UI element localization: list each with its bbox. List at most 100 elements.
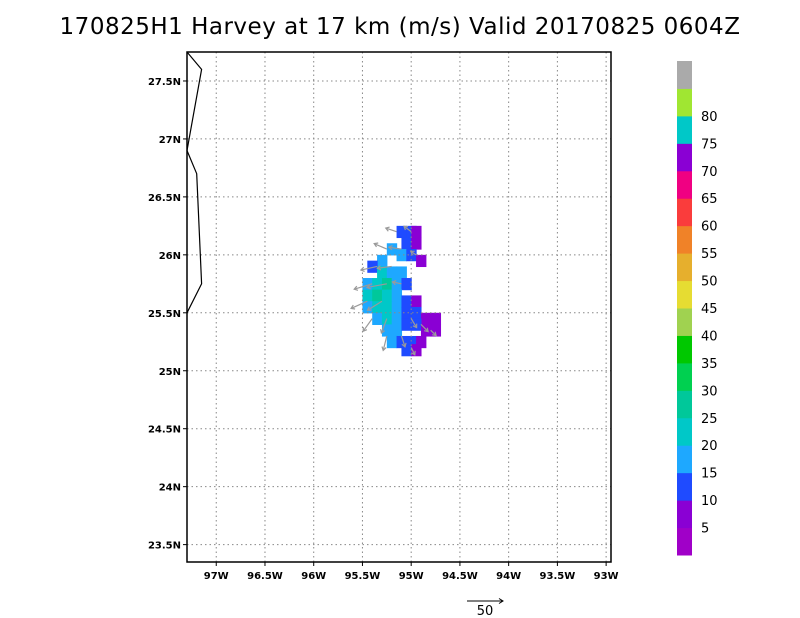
wind-vector [380,318,388,334]
wind-cell [396,335,407,349]
colorbar-swatch [677,527,692,556]
wind-cell [406,335,417,349]
colorbar-label: 20 [701,439,718,454]
wind-cell [430,312,442,325]
reference-vector-head [498,598,504,604]
wind-cell [396,266,407,279]
coastline-line [186,51,203,314]
wind-cell [430,324,442,337]
wind-vector-head [359,266,365,272]
wind-cell [381,289,393,302]
wind-cell [386,266,398,279]
wind-vector-head [380,328,385,335]
wind-vector [410,318,418,328]
wind-cell [391,324,403,337]
wind-vector [350,300,368,309]
wind-cell [391,278,403,291]
colorbar-swatch [677,115,692,144]
wind-cell [381,324,393,337]
wind-cell [411,307,422,320]
wind-cell [362,289,373,302]
wind-cell [401,237,412,250]
lon-label: 95W [399,571,424,582]
colorbar-label: 35 [701,357,718,372]
colorbar-swatch [677,198,692,227]
colorbar-swatch [677,88,692,117]
colorbar-label: 5 [701,522,709,537]
wind-cell [420,324,432,337]
wind-cell [401,344,412,357]
lat-label: 24N [159,483,181,494]
colorbar-label: 45 [701,302,718,317]
wind-cell [420,312,432,325]
wind-vector [367,300,383,311]
wind-vector [373,243,388,250]
wind-vector-head [412,323,418,329]
wind-vector-head [387,245,393,251]
wind-vector [430,329,437,337]
wind-vector-head [409,250,415,256]
lat-lon-grid [187,52,611,562]
wind-speed-field [362,225,442,357]
wind-cell [411,225,422,239]
wind-vector-head [350,304,356,310]
wind-vector [420,323,429,333]
wind-cell [381,278,393,291]
wind-vector [400,335,406,347]
wind-vector [385,227,397,233]
wind-vectors [350,225,437,356]
colorbar-label: 25 [701,412,718,427]
wind-vector-head [353,285,359,291]
coastline [186,51,203,314]
colorbar-swatch [677,500,692,529]
wind-cell [367,260,378,273]
colorbar-swatch [677,280,692,309]
colorbar-label: 50 [701,275,718,290]
wind-cell [391,289,403,302]
colorbar-label: 65 [701,192,718,207]
wind-cell [411,295,422,308]
lat-label: 26N [159,251,181,262]
lat-label: 27.5N [148,77,181,88]
wind-cell [401,295,412,308]
wind-vector-head [362,327,368,333]
colorbar-label: 30 [701,384,718,399]
wind-vector [392,281,402,285]
lat-label: 26.5N [148,193,181,204]
wind-cell [372,289,383,302]
colorbar-label: 70 [701,165,718,180]
wind-vector [382,335,388,351]
wind-cell [362,301,373,314]
colorbar-swatch [677,335,692,364]
lon-label: 96W [301,571,326,582]
colorbar-swatch [677,143,692,172]
reference-vector-label: 50 [477,604,494,618]
wind-vector [403,225,412,233]
wind-cell [377,254,388,268]
wind-vector [366,283,387,289]
lon-label: 94.5W [442,571,478,582]
colorbar-label: 60 [701,220,718,235]
colorbar-swatch [677,225,692,254]
colorbar-swatch [677,253,692,282]
wind-vector-head [365,284,371,290]
wind-vector-head [424,327,429,333]
wind-vector-head [411,350,416,356]
wind-cell [416,335,427,349]
lon-label: 93.5W [540,571,576,582]
colorbar-swatch [677,61,692,89]
lat-label: 27N [159,135,181,146]
wind-cell [377,266,388,279]
wind-cell [372,312,383,325]
colorbar-label: 15 [701,467,718,482]
lon-label: 95.5W [345,571,381,582]
wind-cell [391,301,403,314]
wind-vector-head [403,225,409,231]
colorbar-swatch [677,417,692,446]
colorbar-label: 75 [701,137,718,152]
wind-cell [372,301,383,314]
wind-vector-head [376,265,382,271]
wind-cell [372,278,383,291]
wind-cell [386,335,398,349]
